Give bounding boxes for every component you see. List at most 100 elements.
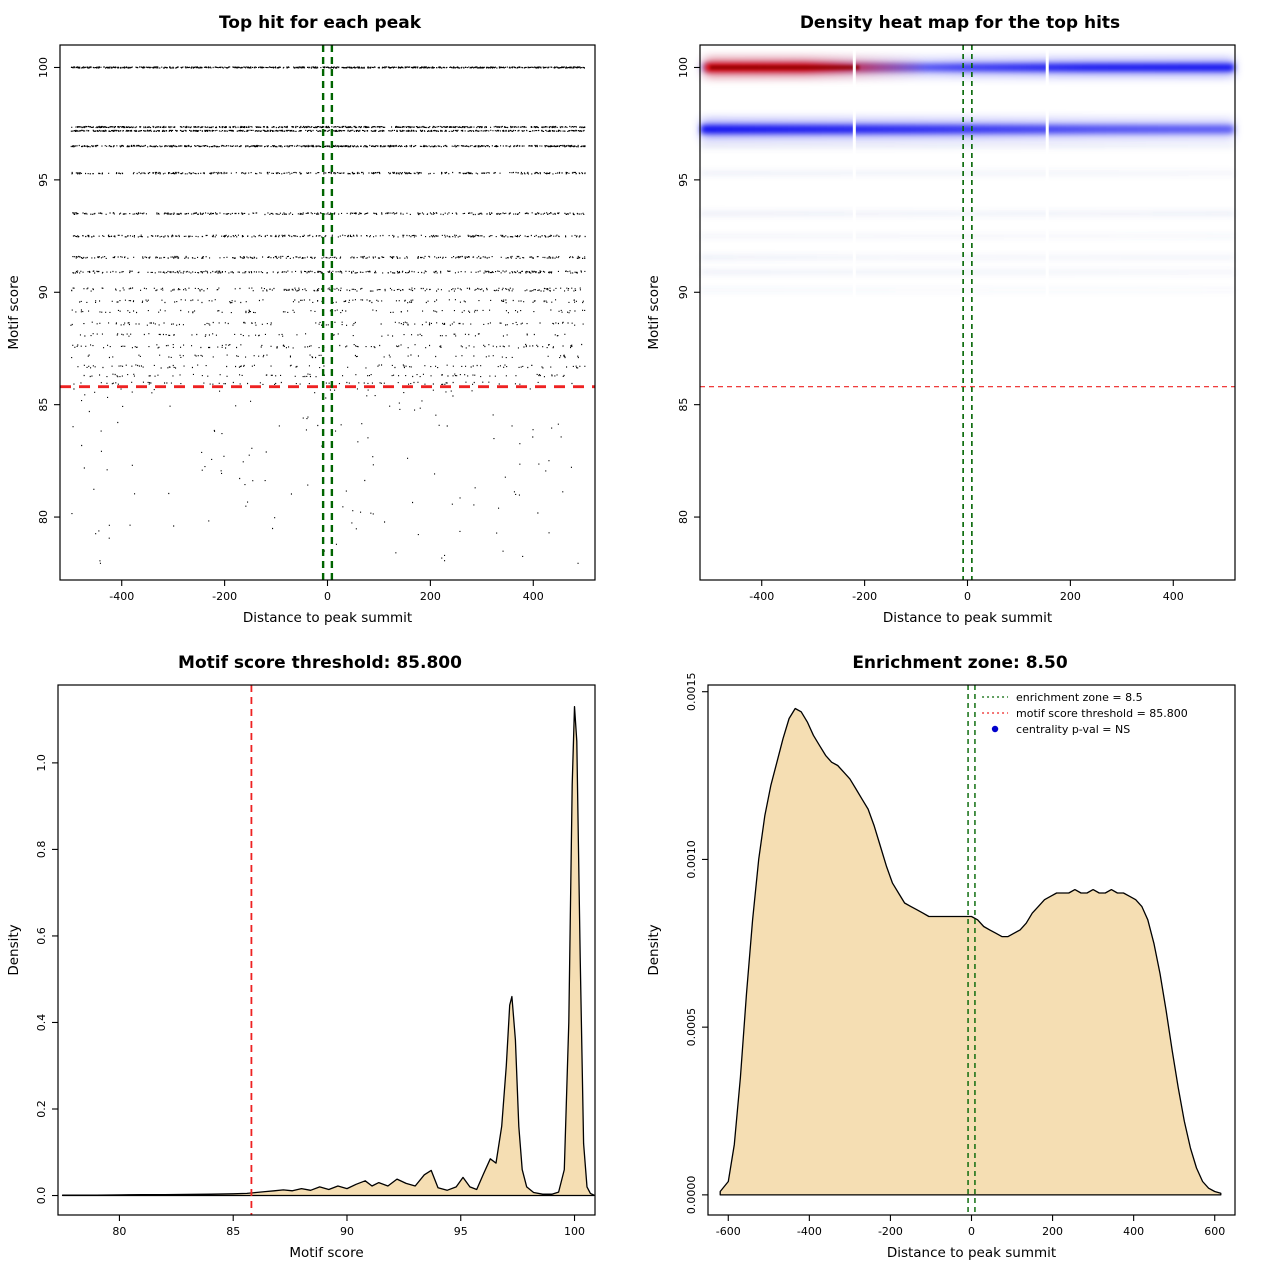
y-tick-label: 0.0005 bbox=[685, 1008, 698, 1047]
y-tick-label: 90 bbox=[677, 285, 690, 299]
heat-band bbox=[701, 211, 1234, 217]
y-tick-label: 0.0015 bbox=[685, 672, 698, 711]
scatter-band bbox=[72, 270, 586, 274]
legend-item-label: centrality p-val = NS bbox=[1016, 723, 1130, 736]
heatmap-plot: -400 -200 0 200 400 80 85 90 95 100 Distance to pe… bbox=[646, 44, 1236, 626]
panel-enrichment-zone-density: Enrichment zone: 8.50 enrichment zone = … bbox=[640, 640, 1280, 1280]
x-tick-label: 0 bbox=[324, 590, 331, 603]
scatter-band bbox=[70, 129, 585, 132]
scatter-plot: -400 -200 0 200 400 80 85 90 95 100 Distance to pe… bbox=[6, 44, 596, 626]
distance-density-plot: enrichment zone = 8.5 motif score thresho… bbox=[646, 672, 1236, 1261]
y-axis-label: Motif score bbox=[646, 275, 662, 349]
x-axis-label: Distance to peak summit bbox=[243, 610, 412, 626]
y-tick-label: 95 bbox=[37, 173, 50, 187]
scatter-band bbox=[73, 381, 573, 385]
scatter-band bbox=[71, 354, 579, 359]
chart-title: Top hit for each peak bbox=[218, 13, 422, 33]
scatter-band bbox=[71, 125, 586, 129]
heat-gap bbox=[852, 46, 856, 302]
scatter-band bbox=[70, 144, 586, 148]
density-curve bbox=[61, 705, 595, 1197]
scatter-band bbox=[70, 66, 585, 69]
x-tick-label: 400 bbox=[1123, 1225, 1144, 1238]
scatter-band bbox=[79, 299, 584, 304]
y-tick-label: 85 bbox=[37, 398, 50, 412]
x-tick-label: 200 bbox=[1042, 1225, 1063, 1238]
x-tick-label: -400 bbox=[109, 590, 134, 603]
x-tick-label: -400 bbox=[797, 1225, 822, 1238]
heat-band bbox=[701, 254, 1234, 260]
x-axis-label: Distance to peak summit bbox=[883, 610, 1052, 626]
scatter-band bbox=[72, 255, 586, 259]
y-tick-label: 0.4 bbox=[35, 1014, 48, 1032]
x-tick-label: 0 bbox=[964, 590, 971, 603]
heat-band bbox=[701, 288, 1234, 293]
y-tick-label: 1.0 bbox=[35, 754, 48, 772]
panel-top-hit-scatter: Top hit for each peak -400 -200 0 200 400 80 8… bbox=[0, 0, 640, 640]
y-tick-label: 0.6 bbox=[35, 927, 48, 945]
chart-title: Enrichment zone: 8.50 bbox=[852, 653, 1068, 673]
y-tick-label: 80 bbox=[677, 510, 690, 524]
x-tick-label: -200 bbox=[212, 590, 237, 603]
x-tick-label: 200 bbox=[420, 590, 441, 603]
scatter-band bbox=[72, 234, 586, 238]
panel-density-heatmap: Density heat map for the top hits -400 -2… bbox=[640, 0, 1280, 640]
scatter-sparse-points bbox=[71, 388, 579, 564]
legend-item-label: motif score threshold = 85.800 bbox=[1016, 707, 1188, 720]
scatter-band bbox=[71, 287, 581, 292]
heat-gap bbox=[1045, 46, 1049, 302]
y-axis-label: Motif score bbox=[6, 275, 22, 349]
x-tick-label: 600 bbox=[1204, 1225, 1225, 1238]
x-axis-label: Distance to peak summit bbox=[887, 1245, 1056, 1261]
x-tick-label: -200 bbox=[878, 1225, 903, 1238]
plot-box bbox=[699, 44, 1236, 581]
y-tick-label: 85 bbox=[677, 398, 690, 412]
x-tick-label: 95 bbox=[454, 1225, 468, 1238]
scatter-band bbox=[83, 373, 565, 378]
y-tick-label: 90 bbox=[37, 285, 50, 299]
plot-box bbox=[59, 44, 596, 581]
x-tick-label: 400 bbox=[1163, 590, 1184, 603]
x-tick-label: -600 bbox=[716, 1225, 741, 1238]
x-tick-label: 400 bbox=[523, 590, 544, 603]
y-axis-label: Density bbox=[6, 924, 22, 975]
heat-band bbox=[701, 234, 1234, 239]
x-tick-label: 0 bbox=[968, 1225, 975, 1238]
legend-item-label: enrichment zone = 8.5 bbox=[1016, 691, 1143, 704]
heat-band bbox=[701, 125, 1234, 134]
score-density-plot: 80 85 90 95 100 0.0 0.2 0.4 0.6 0.8 1.0 Motif score… bbox=[6, 684, 596, 1261]
y-tick-label: 0.0 bbox=[35, 1187, 48, 1205]
y-tick-label: 80 bbox=[37, 510, 50, 524]
heat-band bbox=[701, 170, 1234, 176]
heat-band bbox=[701, 269, 1234, 275]
density-curve bbox=[719, 707, 1222, 1196]
x-tick-label: 85 bbox=[226, 1225, 240, 1238]
heat-red-core bbox=[710, 65, 860, 70]
heat-band bbox=[701, 143, 1234, 149]
y-tick-label: 95 bbox=[677, 173, 690, 187]
scatter-band bbox=[71, 309, 586, 314]
legend-point-marker bbox=[991, 725, 999, 733]
chart-title: Motif score threshold: 85.800 bbox=[178, 653, 462, 673]
scatter-band bbox=[71, 171, 586, 175]
y-axis-label: Density bbox=[646, 924, 662, 975]
x-tick-label: 90 bbox=[340, 1225, 354, 1238]
x-tick-label: 80 bbox=[112, 1225, 126, 1238]
x-axis-label: Motif score bbox=[289, 1245, 363, 1261]
y-tick-label: 100 bbox=[677, 57, 690, 78]
scatter-band bbox=[79, 333, 566, 337]
x-tick-label: -200 bbox=[852, 590, 877, 603]
heat-band bbox=[701, 63, 1234, 71]
y-tick-label: 0.0010 bbox=[685, 840, 698, 879]
y-tick-label: 100 bbox=[37, 57, 50, 78]
chart-title: Density heat map for the top hits bbox=[799, 13, 1121, 33]
x-tick-label: 200 bbox=[1060, 590, 1081, 603]
x-tick-label: -400 bbox=[749, 590, 774, 603]
scatter-band bbox=[72, 343, 583, 349]
plot-box bbox=[57, 684, 596, 1216]
x-tick-label: 100 bbox=[564, 1225, 585, 1238]
panel-motif-score-density: Motif score threshold: 85.800 80 85 90 95 10… bbox=[0, 640, 640, 1280]
y-tick-label: 0.0000 bbox=[685, 1176, 698, 1215]
y-tick-label: 0.8 bbox=[35, 841, 48, 859]
